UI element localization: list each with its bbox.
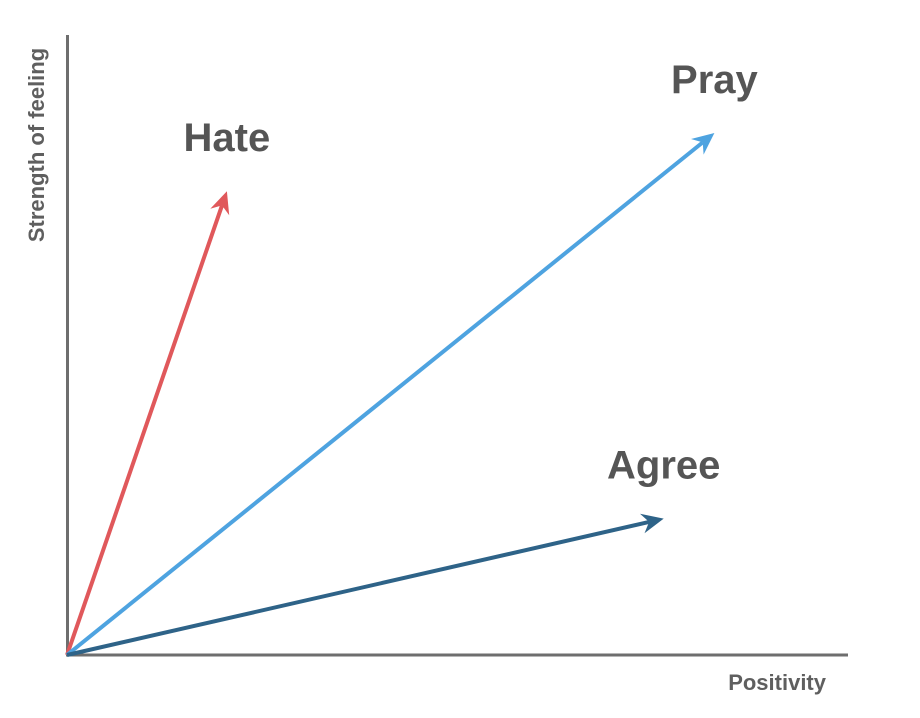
x-axis-label: Positivity <box>728 670 827 695</box>
vector-agree-label: Agree <box>607 444 720 488</box>
vector-pray-arrowhead <box>691 133 715 155</box>
vector-hate-label: Hate <box>184 116 271 160</box>
vector-hate-arrowhead <box>210 191 230 216</box>
vector-pray-label: Pray <box>671 58 758 102</box>
vector-hate-line <box>65 204 224 656</box>
vector-pray-line <box>65 140 704 657</box>
vector-agree-line <box>66 519 650 657</box>
y-axis-label: Strength of feeling <box>24 48 49 242</box>
vector-group: Hate Pray Agree <box>65 58 759 657</box>
vector-agree-arrowhead <box>640 513 664 534</box>
